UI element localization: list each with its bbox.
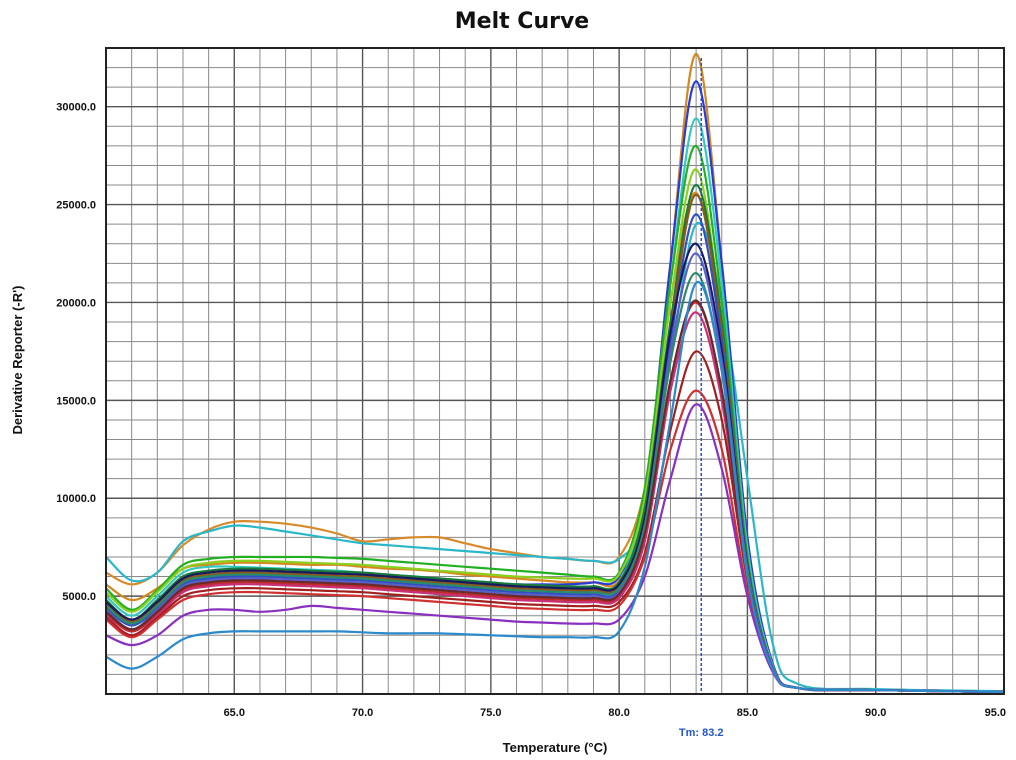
y-tick-label: 30000.0 [56, 102, 96, 114]
chart-title: Melt Curve [455, 9, 589, 34]
series-line-19 [105, 403, 1005, 694]
x-tick-label: 80.0 [608, 707, 629, 719]
series-line-18 [105, 389, 1005, 694]
x-tick-label: 95.0 [985, 707, 1006, 719]
grid [105, 48, 1005, 694]
x-tick-label: 70.0 [352, 707, 373, 719]
series-line-12 [105, 252, 1005, 694]
series-lines [105, 52, 1005, 694]
y-tick-label: 25000.0 [56, 200, 96, 212]
y-tick-label: 5000.0 [62, 591, 96, 603]
plot-frame [105, 47, 1005, 695]
series-line-16 [105, 299, 1005, 694]
x-tick-label: 75.0 [480, 707, 501, 719]
y-tick-label: 20000.0 [56, 297, 96, 309]
y-tick-label: 15000.0 [56, 395, 96, 407]
x-tick-labels: 65.0 70.0 75.0 80.0 85.0 90.0 95.0 [224, 707, 1006, 719]
series-line-13 [105, 272, 1005, 694]
series-line-3 [105, 221, 1005, 693]
y-tick-label: 10000.0 [56, 493, 96, 505]
tm-marker-label: Tm: 83.2 [679, 727, 724, 739]
series-line-2 [105, 191, 1005, 694]
x-axis-label: Temperature (°C) [503, 740, 608, 755]
tm-marker: Tm: 83.2 [679, 58, 724, 739]
series-line-17 [105, 350, 1005, 694]
y-axis-label: Derivative Reporter (-R') [10, 285, 25, 434]
y-tick-labels: 5000.0 10000.0 15000.0 20000.0 25000.0 30000.… [56, 102, 96, 603]
series-line-20 [105, 280, 1005, 694]
x-tick-label: 90.0 [865, 707, 886, 719]
series-line-7 [105, 168, 1005, 694]
series-line-9 [105, 193, 1005, 694]
series-line-11 [105, 242, 1005, 694]
series-line-10 [105, 213, 1005, 694]
x-tick-label: 85.0 [737, 707, 758, 719]
x-tick-label: 65.0 [224, 707, 245, 719]
